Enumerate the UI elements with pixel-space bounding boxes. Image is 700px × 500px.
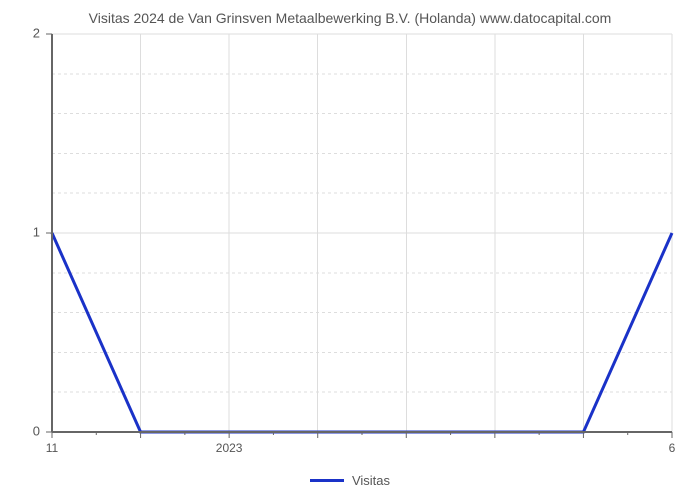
svg-text:0: 0 — [33, 423, 40, 438]
svg-text:11: 11 — [46, 441, 59, 455]
plot-area: 0121120236 — [52, 34, 672, 432]
legend-item: Visitas — [310, 473, 390, 488]
legend: Visitas — [0, 470, 700, 488]
svg-text:6: 6 — [669, 441, 676, 455]
legend-swatch — [310, 479, 344, 482]
svg-text:2023: 2023 — [216, 441, 243, 455]
chart-container: Visitas 2024 de Van Grinsven Metaalbewer… — [0, 0, 700, 500]
legend-label: Visitas — [352, 473, 390, 488]
svg-text:1: 1 — [33, 224, 40, 239]
chart-title: Visitas 2024 de Van Grinsven Metaalbewer… — [0, 10, 700, 26]
svg-text:2: 2 — [33, 25, 40, 40]
